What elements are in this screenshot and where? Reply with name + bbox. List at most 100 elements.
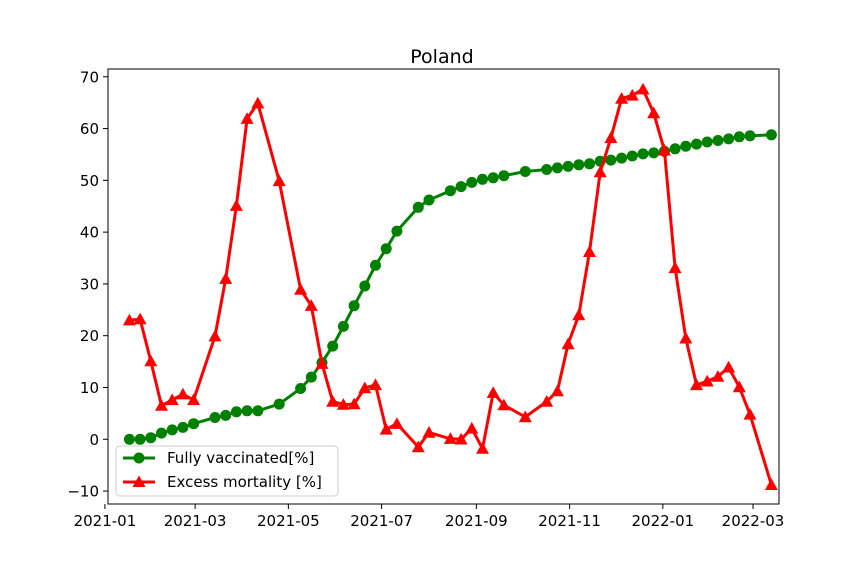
data-point-vaccinated — [370, 259, 381, 271]
data-point-excess-mortality — [369, 378, 382, 391]
data-point-vaccinated — [348, 300, 360, 312]
data-point-excess-mortality — [743, 407, 757, 420]
y-tick-label: 60 — [80, 120, 99, 138]
data-point-excess-mortality — [315, 357, 329, 369]
data-point-excess-mortality — [593, 165, 607, 178]
data-point-vaccinated — [680, 140, 692, 152]
data-point-vaccinated — [273, 398, 285, 410]
data-point-excess-mortality — [144, 354, 158, 367]
data-point-excess-mortality — [122, 313, 136, 326]
data-point-vaccinated — [744, 130, 756, 142]
data-point-excess-mortality — [476, 442, 489, 454]
data-point-excess-mortality — [583, 245, 596, 257]
data-point-excess-mortality — [187, 393, 201, 406]
data-point-excess-mortality — [647, 106, 661, 119]
data-point-vaccinated — [423, 194, 435, 206]
data-point-vaccinated — [123, 433, 135, 445]
data-point-vaccinated — [412, 201, 424, 213]
data-point-vaccinated — [145, 432, 157, 444]
data-point-vaccinated — [562, 160, 574, 172]
data-point-excess-mortality — [379, 422, 393, 435]
series-vaccinated — [123, 129, 777, 445]
data-point-vaccinated — [477, 173, 488, 185]
legend-marker-excess-mortality — [132, 475, 146, 487]
data-point-excess-mortality — [486, 386, 500, 398]
data-point-vaccinated — [188, 418, 200, 430]
data-point-vaccinated — [648, 147, 660, 159]
data-point-vaccinated — [487, 172, 499, 184]
data-point-excess-mortality — [358, 381, 372, 394]
data-point-excess-mortality — [561, 337, 575, 350]
data-point-excess-mortality — [454, 432, 468, 445]
data-point-excess-mortality — [240, 112, 254, 124]
data-point-excess-mortality — [336, 398, 350, 410]
data-point-excess-mortality — [165, 393, 179, 406]
data-point-vaccinated — [669, 143, 681, 155]
data-point-excess-mortality — [572, 308, 586, 321]
x-tick-label: 2021-01 — [74, 512, 137, 530]
x-tick-label: 2022-01 — [631, 512, 694, 530]
data-point-vaccinated — [166, 424, 178, 436]
data-point-vaccinated — [359, 280, 371, 292]
data-point-vaccinated — [551, 162, 563, 174]
legend-marker-vaccinated — [133, 452, 145, 464]
data-point-excess-mortality — [465, 421, 479, 434]
data-point-vaccinated — [391, 225, 403, 237]
data-point-vaccinated — [134, 433, 146, 445]
data-point-vaccinated — [455, 181, 467, 193]
data-point-vaccinated — [209, 412, 221, 423]
plot-frame — [107, 68, 780, 505]
data-point-excess-mortality — [155, 399, 168, 411]
data-point-excess-mortality — [390, 417, 404, 429]
data-point-vaccinated — [305, 371, 317, 383]
data-point-excess-mortality — [272, 174, 286, 187]
series-layer — [122, 82, 778, 490]
data-point-vaccinated — [691, 138, 702, 150]
data-point-excess-mortality — [690, 378, 703, 391]
y-tick-label: 0 — [89, 431, 99, 449]
legend-label-excess-mortality: Excess mortality [%] — [167, 473, 322, 491]
data-point-vaccinated — [616, 152, 628, 164]
data-point-vaccinated — [156, 427, 167, 439]
y-tick-label: −10 — [67, 483, 99, 501]
data-point-excess-mortality — [229, 199, 243, 211]
data-point-vaccinated — [584, 158, 595, 170]
y-tick-label: 70 — [80, 68, 99, 86]
data-point-vaccinated — [230, 406, 242, 418]
y-tick-label: 10 — [80, 379, 99, 397]
data-point-excess-mortality — [668, 261, 682, 274]
data-point-excess-mortality — [550, 384, 564, 397]
data-point-vaccinated — [380, 243, 392, 255]
x-tick-label: 2021-11 — [538, 512, 601, 530]
data-point-excess-mortality — [326, 395, 340, 407]
chart-title: Poland — [410, 46, 473, 68]
data-point-excess-mortality — [133, 312, 147, 325]
data-point-excess-mortality — [443, 432, 457, 444]
data-point-excess-mortality — [251, 96, 265, 109]
y-tick-label: 30 — [80, 275, 99, 293]
data-point-excess-mortality — [615, 92, 629, 104]
data-point-excess-mortality — [219, 272, 233, 284]
axis-layer: 2021-01 2021-03 2021-05 2021-07 2021-09 2021-… — [67, 68, 784, 530]
data-point-vaccinated — [327, 340, 339, 352]
y-tick-label: 50 — [80, 172, 99, 190]
data-point-excess-mortality — [604, 131, 618, 144]
data-point-excess-mortality — [732, 380, 746, 393]
data-point-excess-mortality — [176, 387, 190, 400]
x-tick-label: 2021-07 — [350, 512, 413, 530]
data-point-vaccinated — [444, 185, 456, 197]
data-point-vaccinated — [723, 133, 735, 145]
data-point-excess-mortality — [636, 82, 650, 95]
data-point-vaccinated — [177, 421, 189, 433]
data-point-excess-mortality — [304, 299, 318, 311]
data-point-excess-mortality — [625, 88, 639, 101]
data-point-excess-mortality — [208, 329, 222, 342]
data-point-excess-mortality — [722, 360, 736, 373]
data-point-vaccinated — [519, 166, 531, 177]
data-point-vaccinated — [573, 159, 585, 171]
data-point-excess-mortality — [294, 283, 308, 295]
data-point-excess-mortality — [711, 370, 725, 382]
data-point-excess-mortality — [764, 478, 778, 490]
data-point-excess-mortality — [657, 143, 671, 156]
